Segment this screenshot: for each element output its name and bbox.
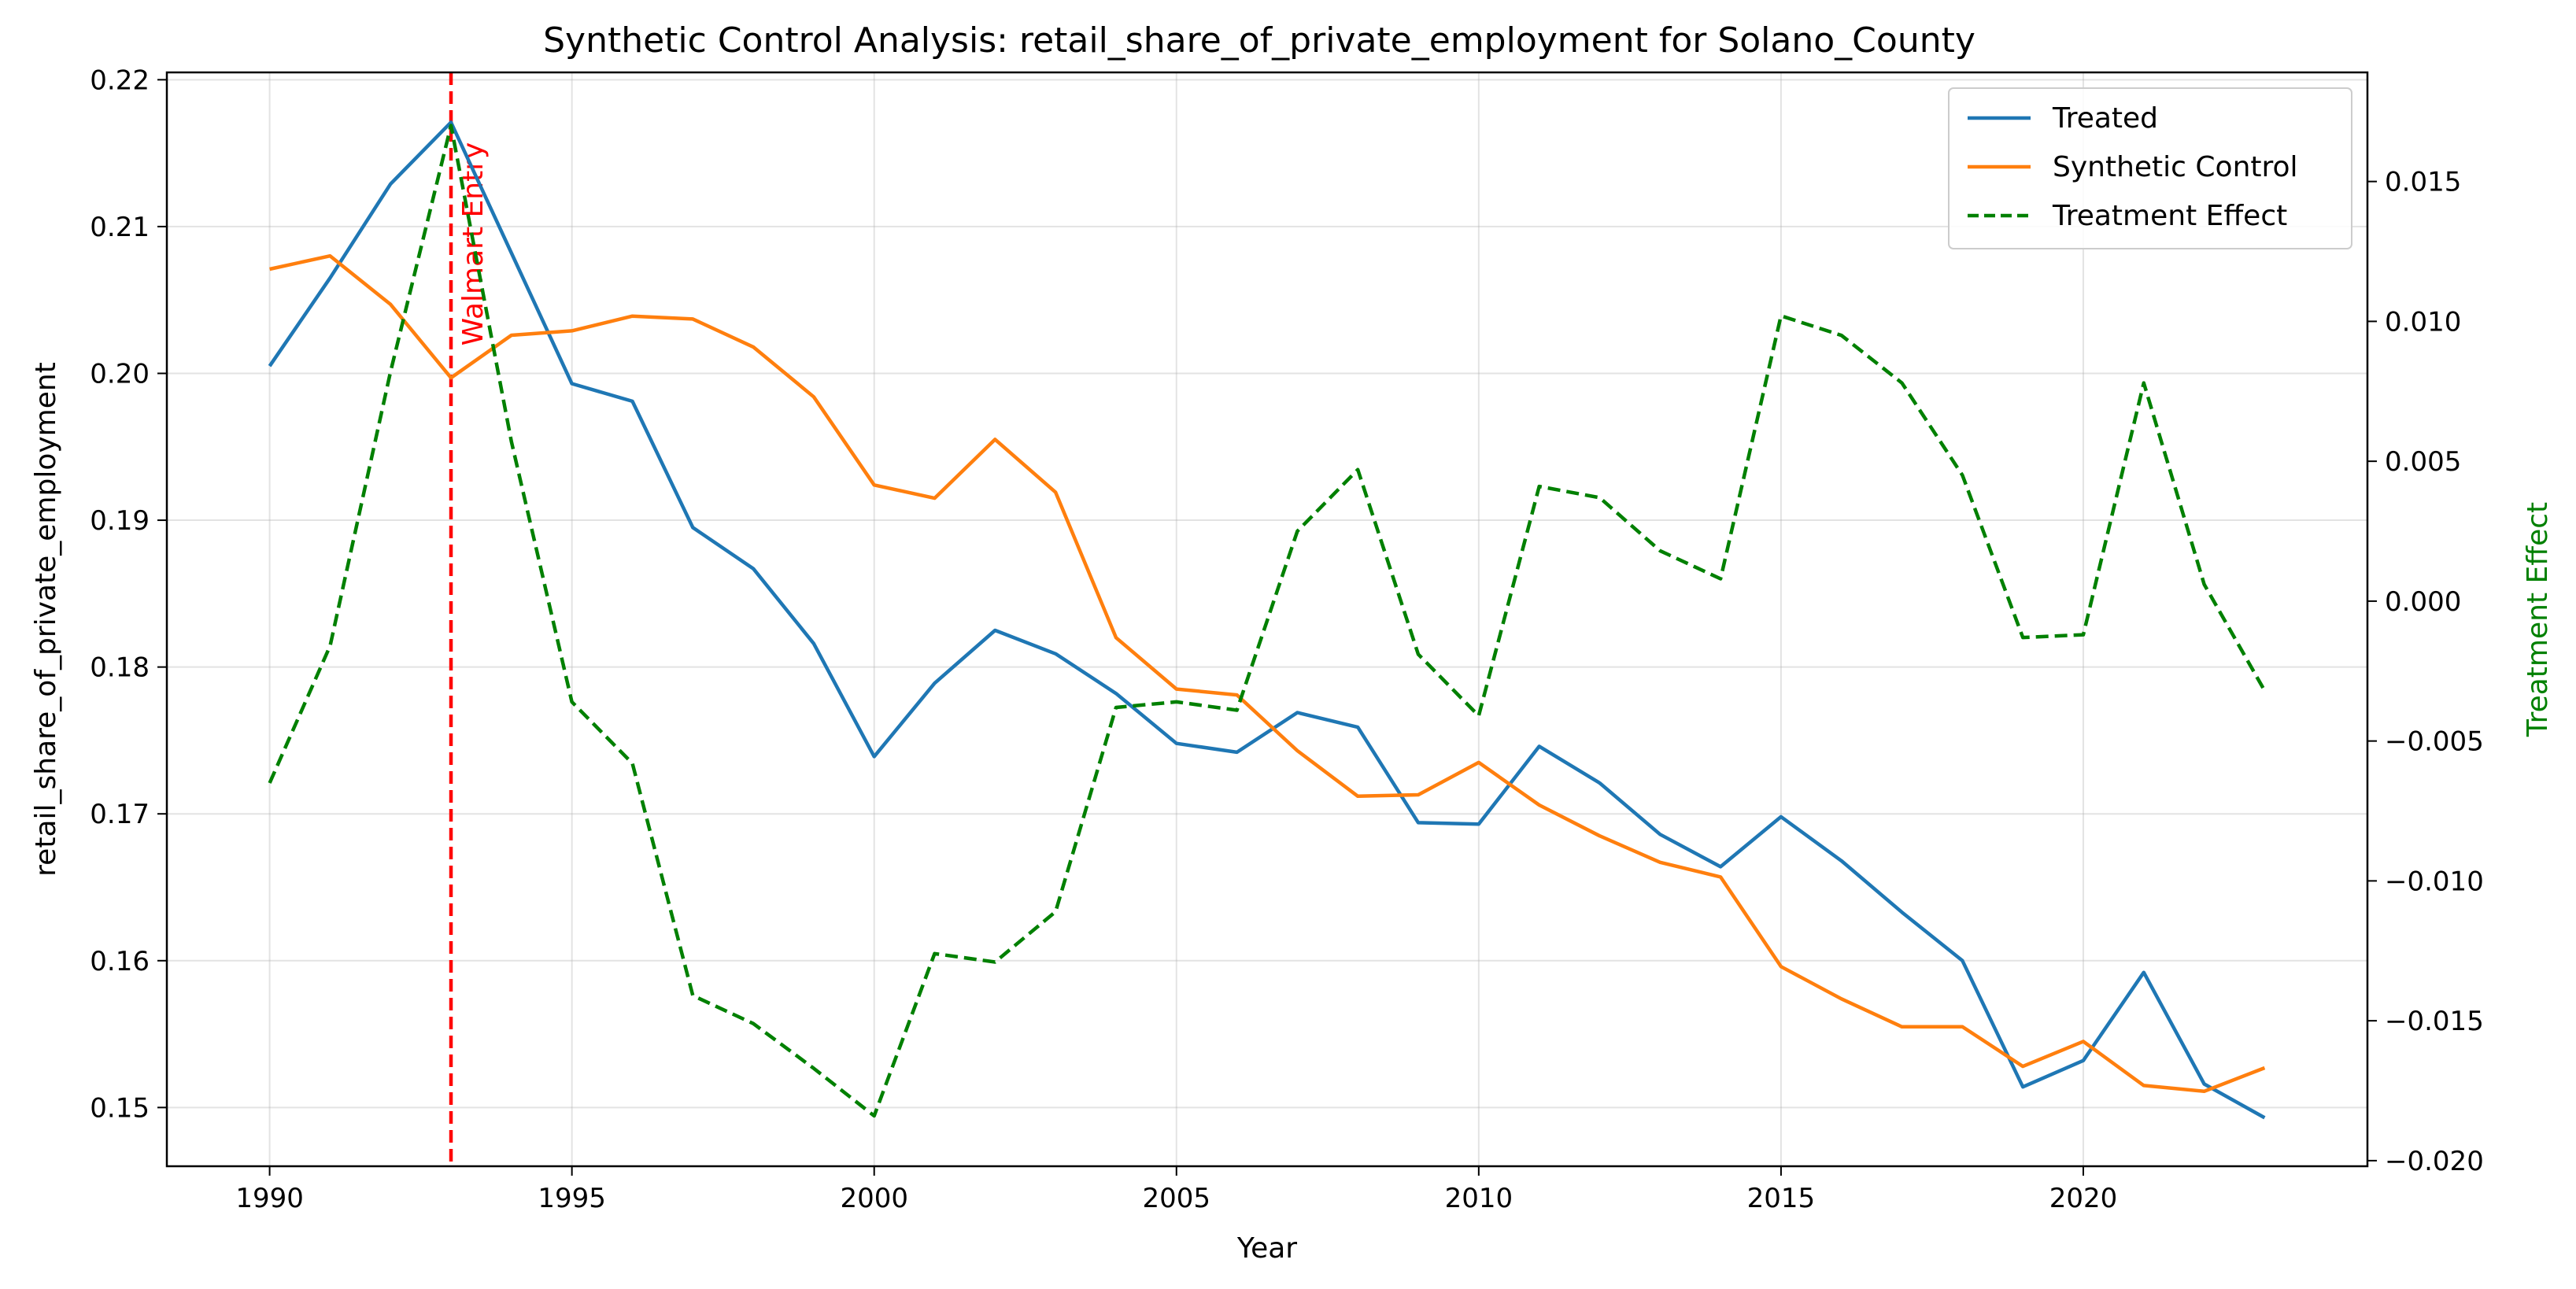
legend-label-synthetic: Synthetic Control — [2053, 151, 2298, 183]
y2-tick-label: 0.000 — [2385, 586, 2461, 618]
x-tick-label: 2020 — [2049, 1183, 2118, 1214]
x-tick-label: 1995 — [538, 1183, 606, 1214]
x-axis-title: Year — [1236, 1232, 1297, 1265]
series-line-treatment-effect — [268, 124, 2267, 1118]
y-axis-left: 0.15 0.16 0.17 0.18 0.19 0.20 0.21 0.22 — [90, 65, 167, 1124]
series-line-synthetic-control — [269, 253, 2266, 1094]
y-tick-label: 0.20 — [90, 358, 150, 390]
x-tick-label: 2010 — [1445, 1183, 1513, 1214]
series-line-treated — [268, 120, 2266, 1120]
legend-label-effect: Treatment Effect — [2052, 200, 2287, 232]
y2-tick-label: −0.020 — [2385, 1146, 2484, 1177]
y-axis-right: −0.020 −0.015 −0.010 −0.005 0.000 0.005 0.010 0… — [2367, 167, 2484, 1177]
y-axis-title: retail_share_of_private_employment — [30, 362, 62, 877]
chart-title: Synthetic Control Analysis: retail_share… — [543, 20, 1975, 61]
y-tick-label: 0.16 — [90, 946, 150, 977]
y-tick-label: 0.21 — [90, 212, 150, 243]
y2-tick-label: −0.010 — [2385, 866, 2484, 897]
y2-axis-title: Treatment Effect — [2522, 502, 2554, 737]
y-tick-label: 0.19 — [90, 505, 150, 537]
y2-tick-label: −0.015 — [2385, 1006, 2484, 1037]
y-tick-label: 0.22 — [90, 65, 150, 96]
x-tick-label: 2005 — [1143, 1183, 1211, 1214]
legend: Treated Synthetic Control Treatment Effe… — [1948, 87, 2352, 249]
x-tick-label: 1990 — [235, 1183, 304, 1214]
legend-box — [1948, 87, 2352, 249]
x-tick-label: 2015 — [1747, 1183, 1816, 1214]
y-tick-label: 0.15 — [90, 1092, 150, 1124]
y2-tick-label: −0.005 — [2385, 726, 2484, 758]
y-tick-label: 0.18 — [90, 652, 150, 684]
y2-tick-label: 0.010 — [2385, 306, 2461, 338]
grid-layer — [167, 72, 2367, 1166]
y-tick-label: 0.17 — [90, 799, 150, 830]
legend-label-treated: Treated — [2052, 102, 2158, 135]
x-axis: 1990 1995 2000 2005 2010 2015 2020 — [235, 1166, 2117, 1214]
plot-frame — [165, 71, 2369, 1168]
series-layer — [268, 120, 2267, 1120]
y2-tick-label: 0.015 — [2385, 167, 2461, 198]
x-tick-label: 2000 — [840, 1183, 908, 1214]
y2-tick-label: 0.005 — [2385, 446, 2461, 478]
